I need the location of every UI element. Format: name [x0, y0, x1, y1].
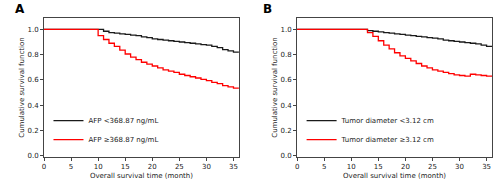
svg-text:25: 25 — [428, 163, 437, 171]
svg-text:10: 10 — [94, 163, 103, 171]
svg-text:Overall survival time (month): Overall survival time (month) — [90, 172, 193, 180]
svg-text:0.2: 0.2 — [281, 127, 292, 135]
svg-text:B: B — [263, 2, 272, 16]
svg-text:0.6: 0.6 — [281, 76, 293, 84]
svg-text:0.4: 0.4 — [281, 102, 293, 110]
svg-text:0.2: 0.2 — [27, 127, 38, 135]
svg-text:AFP <368.87 ng/mL: AFP <368.87 ng/mL — [88, 117, 158, 125]
svg-text:0.0: 0.0 — [27, 152, 38, 160]
svg-text:0.0: 0.0 — [281, 152, 292, 160]
svg-text:1.0: 1.0 — [281, 26, 292, 34]
svg-text:Cumulative survival function: Cumulative survival function — [271, 37, 279, 137]
svg-text:Cumulative survival function: Cumulative survival function — [18, 37, 26, 137]
svg-text:15: 15 — [374, 163, 383, 171]
svg-text:35: 35 — [229, 163, 238, 171]
svg-text:AFP ≥368.87 ng/mL: AFP ≥368.87 ng/mL — [88, 136, 158, 144]
svg-text:0.8: 0.8 — [281, 51, 292, 59]
svg-text:20: 20 — [401, 163, 410, 171]
svg-text:Tumor diameter ≥3.12 cm: Tumor diameter ≥3.12 cm — [341, 136, 434, 144]
svg-text:Tumor diameter <3.12 cm: Tumor diameter <3.12 cm — [341, 117, 434, 125]
svg-text:10: 10 — [347, 163, 356, 171]
svg-text:1.0: 1.0 — [27, 26, 38, 34]
svg-text:30: 30 — [455, 163, 464, 171]
svg-text:0.4: 0.4 — [27, 102, 39, 110]
svg-text:Overall survival time (month): Overall survival time (month) — [343, 172, 446, 180]
svg-text:A: A — [15, 2, 25, 16]
svg-text:30: 30 — [202, 163, 211, 171]
svg-text:0.6: 0.6 — [27, 76, 39, 84]
svg-text:15: 15 — [121, 163, 130, 171]
svg-text:35: 35 — [482, 163, 491, 171]
svg-text:0.8: 0.8 — [27, 51, 38, 59]
svg-text:0: 0 — [42, 163, 46, 171]
svg-text:20: 20 — [148, 163, 157, 171]
svg-text:5: 5 — [69, 163, 73, 171]
svg-text:5: 5 — [322, 163, 326, 171]
svg-text:0: 0 — [295, 163, 299, 171]
svg-text:25: 25 — [175, 163, 184, 171]
